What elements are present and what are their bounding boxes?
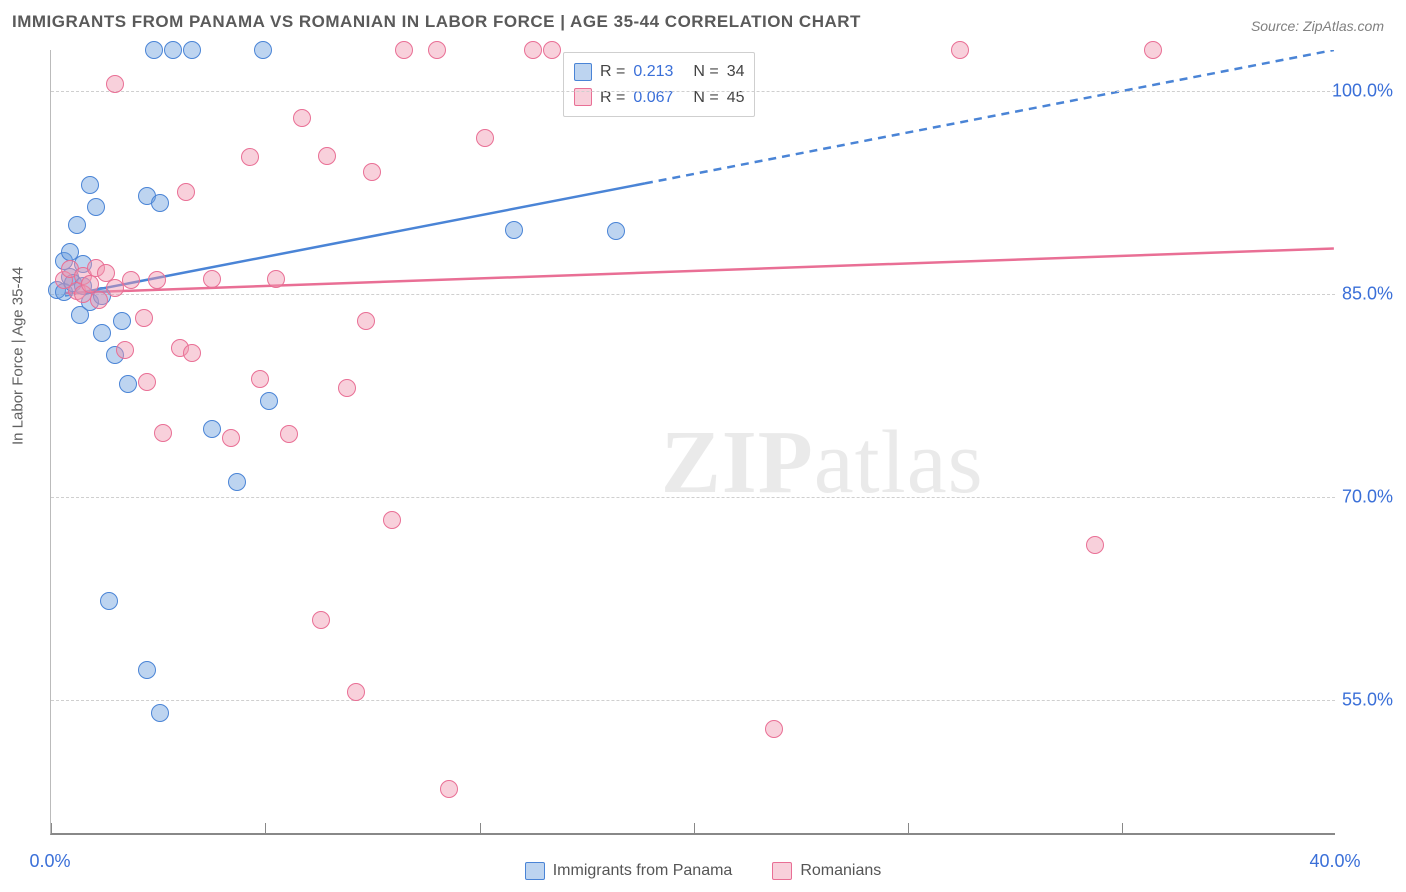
- x-tick-label-max: 40.0%: [1309, 851, 1360, 872]
- x-tick: [51, 823, 52, 835]
- plot-area: ZIPatlas R = 0.213 N = 34 R = 0.067 N = …: [50, 50, 1335, 835]
- data-point-romanian: [203, 270, 221, 288]
- data-point-romanian: [347, 683, 365, 701]
- data-point-romanian: [1144, 41, 1162, 59]
- data-point-panama: [203, 420, 221, 438]
- data-point-panama: [505, 221, 523, 239]
- data-point-romanian: [222, 429, 240, 447]
- data-point-panama: [145, 41, 163, 59]
- bottom-legend-panama: Immigrants from Panama: [525, 858, 733, 884]
- r-value-romanian: 0.067: [633, 85, 685, 111]
- y-tick-label: 55.0%: [1342, 689, 1393, 710]
- x-tick: [908, 823, 909, 835]
- gridline-h: [51, 91, 1335, 92]
- gridline-h: [51, 294, 1335, 295]
- data-point-panama: [254, 41, 272, 59]
- data-point-romanian: [81, 275, 99, 293]
- data-point-romanian: [183, 344, 201, 362]
- legend-swatch-romanian: [772, 862, 792, 880]
- x-tick: [694, 823, 695, 835]
- data-point-romanian: [428, 41, 446, 59]
- trend-line-romanian: [65, 248, 1334, 293]
- data-point-romanian: [154, 424, 172, 442]
- r-label: R =: [600, 85, 625, 111]
- data-point-romanian: [338, 379, 356, 397]
- data-point-panama: [100, 592, 118, 610]
- data-point-panama: [138, 661, 156, 679]
- data-point-romanian: [177, 183, 195, 201]
- data-point-panama: [260, 392, 278, 410]
- data-point-romanian: [90, 291, 108, 309]
- y-tick-label: 70.0%: [1342, 486, 1393, 507]
- legend-label-panama: Immigrants from Panama: [553, 858, 733, 884]
- x-tick: [1122, 823, 1123, 835]
- data-point-panama: [119, 375, 137, 393]
- data-point-panama: [183, 41, 201, 59]
- x-tick: [265, 823, 266, 835]
- chart-title: IMMIGRANTS FROM PANAMA VS ROMANIAN IN LA…: [12, 12, 861, 32]
- data-point-romanian: [135, 309, 153, 327]
- data-point-panama: [113, 312, 131, 330]
- gridline-h: [51, 700, 1335, 701]
- data-point-romanian: [280, 425, 298, 443]
- data-point-romanian: [122, 271, 140, 289]
- data-point-romanian: [241, 148, 259, 166]
- data-point-romanian: [312, 611, 330, 629]
- data-point-panama: [607, 222, 625, 240]
- y-axis-title: In Labor Force | Age 35-44: [10, 267, 27, 445]
- x-tick: [480, 823, 481, 835]
- data-point-panama: [68, 216, 86, 234]
- data-point-panama: [87, 198, 105, 216]
- n-label: N =: [693, 59, 718, 85]
- data-point-panama: [151, 704, 169, 722]
- data-point-romanian: [148, 271, 166, 289]
- data-point-romanian: [1086, 536, 1104, 554]
- data-point-romanian: [318, 147, 336, 165]
- data-point-panama: [81, 176, 99, 194]
- data-point-romanian: [383, 511, 401, 529]
- data-point-romanian: [543, 41, 561, 59]
- chart-source: Source: ZipAtlas.com: [1251, 18, 1384, 34]
- data-point-panama: [228, 473, 246, 491]
- data-point-romanian: [293, 109, 311, 127]
- data-point-romanian: [765, 720, 783, 738]
- data-point-romanian: [395, 41, 413, 59]
- r-value-panama: 0.213: [633, 59, 685, 85]
- data-point-romanian: [524, 41, 542, 59]
- data-point-romanian: [251, 370, 269, 388]
- data-point-romanian: [106, 75, 124, 93]
- bottom-legend: Immigrants from Panama Romanians: [0, 858, 1406, 884]
- data-point-panama: [164, 41, 182, 59]
- bottom-legend-romanian: Romanians: [772, 858, 881, 884]
- correlation-chart: { "title": "IMMIGRANTS FROM PANAMA VS RO…: [0, 0, 1406, 892]
- legend-swatch-panama: [525, 862, 545, 880]
- data-point-romanian: [476, 129, 494, 147]
- n-value-romanian: 45: [727, 85, 745, 111]
- stats-legend: R = 0.213 N = 34 R = 0.067 N = 45: [563, 52, 755, 117]
- x-tick-label-min: 0.0%: [29, 851, 70, 872]
- stats-legend-row-romanian: R = 0.067 N = 45: [574, 85, 744, 111]
- data-point-romanian: [440, 780, 458, 798]
- data-point-romanian: [116, 341, 134, 359]
- y-tick-label: 85.0%: [1342, 283, 1393, 304]
- data-point-romanian: [363, 163, 381, 181]
- y-tick-label: 100.0%: [1332, 80, 1393, 101]
- data-point-romanian: [951, 41, 969, 59]
- data-point-panama: [151, 194, 169, 212]
- watermark: ZIPatlas: [661, 411, 984, 514]
- n-label: N =: [693, 85, 718, 111]
- data-point-romanian: [357, 312, 375, 330]
- data-point-romanian: [267, 270, 285, 288]
- data-point-panama: [93, 324, 111, 342]
- stats-legend-row-panama: R = 0.213 N = 34: [574, 59, 744, 85]
- n-value-panama: 34: [727, 59, 745, 85]
- legend-label-romanian: Romanians: [800, 858, 881, 884]
- data-point-romanian: [138, 373, 156, 391]
- r-label: R =: [600, 59, 625, 85]
- gridline-h: [51, 497, 1335, 498]
- legend-swatch-panama: [574, 63, 592, 81]
